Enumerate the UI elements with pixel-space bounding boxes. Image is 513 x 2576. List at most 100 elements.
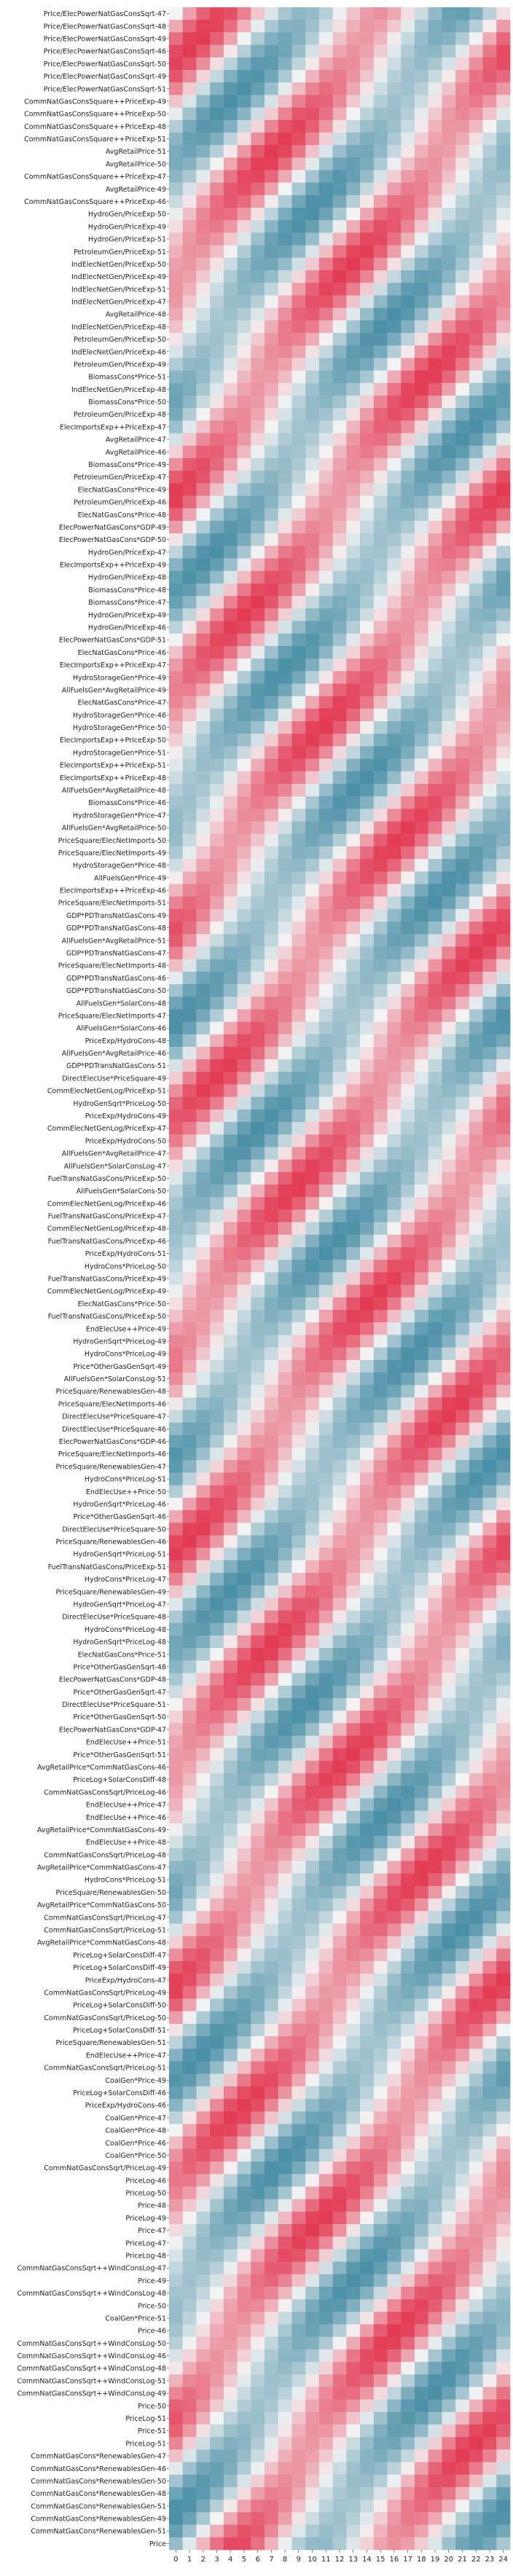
heatmap-cell — [278, 1147, 292, 1161]
heatmap-cell — [346, 1885, 361, 1899]
heatmap-cell — [482, 1786, 497, 1799]
heatmap-cell — [305, 1948, 320, 1962]
heatmap-cell — [305, 170, 320, 184]
heatmap-cell — [428, 796, 442, 809]
heatmap-cell — [373, 7, 388, 20]
heatmap-cell — [496, 1861, 511, 1874]
heatmap-cell — [223, 445, 238, 459]
heatmap-cell — [265, 1523, 279, 1536]
heatmap-cell — [496, 758, 511, 772]
heatmap-cell — [455, 1998, 470, 2012]
heatmap-cell — [182, 2224, 197, 2237]
heatmap-cell — [373, 320, 388, 334]
heatmap-cell — [346, 1998, 361, 2012]
heatmap-cell — [469, 232, 483, 246]
heatmap-cell — [455, 458, 470, 471]
heatmap-cell — [182, 1209, 197, 1223]
heatmap-cell — [291, 758, 306, 772]
heatmap-cell — [414, 270, 429, 283]
heatmap-cell — [346, 1960, 361, 1974]
heatmap-cell — [291, 1485, 306, 1499]
heatmap-cell — [265, 245, 279, 259]
heatmap-cell — [346, 1197, 361, 1210]
heatmap-cell — [210, 132, 224, 146]
heatmap-cell — [387, 433, 402, 447]
heatmap-cell — [428, 2161, 442, 2175]
heatmap-cell — [305, 583, 320, 597]
heatmap-cell — [332, 2249, 347, 2262]
heatmap-cell — [278, 1422, 292, 1436]
heatmap-cell — [265, 1974, 279, 1987]
heatmap-cell — [182, 997, 197, 1010]
heatmap-cell — [332, 483, 347, 496]
heatmap-cell — [455, 1059, 470, 1072]
heatmap-cell — [210, 1335, 224, 1348]
heatmap-cell — [482, 1472, 497, 1486]
heatmap-cell — [373, 2186, 388, 2200]
heatmap-cell — [442, 220, 456, 233]
heatmap-cell — [401, 746, 415, 759]
heatmap-cell — [373, 596, 388, 609]
heatmap-cell — [251, 1385, 265, 1398]
heatmap-cell — [182, 1372, 197, 1386]
heatmap-cell — [346, 1260, 361, 1273]
heatmap-cell — [265, 1497, 279, 1511]
heatmap-cell — [305, 734, 320, 747]
heatmap-cell — [469, 1234, 483, 1248]
heatmap-cell — [223, 583, 238, 597]
heatmap-cell — [223, 2073, 238, 2087]
heatmap-cell — [414, 1535, 429, 1549]
heatmap-cell — [414, 1109, 429, 1123]
heatmap-cell — [442, 345, 456, 358]
heatmap-cell — [469, 119, 483, 133]
heatmap-cell — [496, 1197, 511, 1210]
heatmap-cell — [373, 1485, 388, 1499]
heatmap-cell — [305, 483, 320, 496]
heatmap-cell — [169, 2261, 184, 2275]
heatmap-cell — [482, 395, 497, 409]
heatmap-cell — [360, 1472, 375, 1486]
heatmap-cell — [182, 307, 197, 321]
heatmap-cell — [414, 734, 429, 747]
heatmap-cell — [291, 433, 306, 447]
heatmap-cell — [428, 846, 442, 860]
heatmap-cell — [169, 934, 184, 947]
heatmap-cell — [373, 1711, 388, 1724]
heatmap-cell — [428, 433, 442, 447]
heatmap-cell — [169, 1434, 184, 1448]
heatmap-cell — [373, 2224, 388, 2237]
heatmap-cell — [291, 1209, 306, 1223]
heatmap-cell — [291, 2261, 306, 2275]
heatmap-cell — [401, 846, 415, 860]
heatmap-cell — [210, 1861, 224, 1874]
heatmap-cell — [169, 2437, 184, 2450]
heatmap-cell — [305, 1560, 320, 1574]
heatmap-cell — [373, 922, 388, 935]
heatmap-cell — [373, 671, 388, 684]
heatmap-cell — [251, 1723, 265, 1736]
heatmap-cell — [210, 583, 224, 597]
heatmap-cell — [210, 1009, 224, 1022]
heatmap-cell — [318, 20, 334, 33]
heatmap-cell — [210, 1848, 224, 1861]
heatmap-cell — [360, 971, 375, 985]
heatmap-cell — [265, 2411, 279, 2425]
heatmap-cell — [401, 1021, 415, 1035]
heatmap-cell — [278, 708, 292, 722]
heatmap-cell — [251, 1836, 265, 1849]
heatmap-cell — [210, 596, 224, 609]
heatmap-cell — [291, 1535, 306, 1549]
heatmap-cell — [346, 2286, 361, 2300]
heatmap-cell — [182, 1247, 197, 1260]
heatmap-cell — [251, 771, 265, 785]
heatmap-cell — [387, 2462, 402, 2475]
heatmap-cell — [291, 295, 306, 309]
heatmap-cell — [428, 1185, 442, 1198]
heatmap-cell — [482, 2161, 497, 2175]
heatmap-cell — [455, 2111, 470, 2124]
heatmap-cell — [210, 696, 224, 710]
heatmap-cell — [455, 283, 470, 296]
heatmap-cell — [469, 32, 483, 45]
heatmap-cell — [428, 884, 442, 898]
heatmap-cell — [387, 946, 402, 959]
